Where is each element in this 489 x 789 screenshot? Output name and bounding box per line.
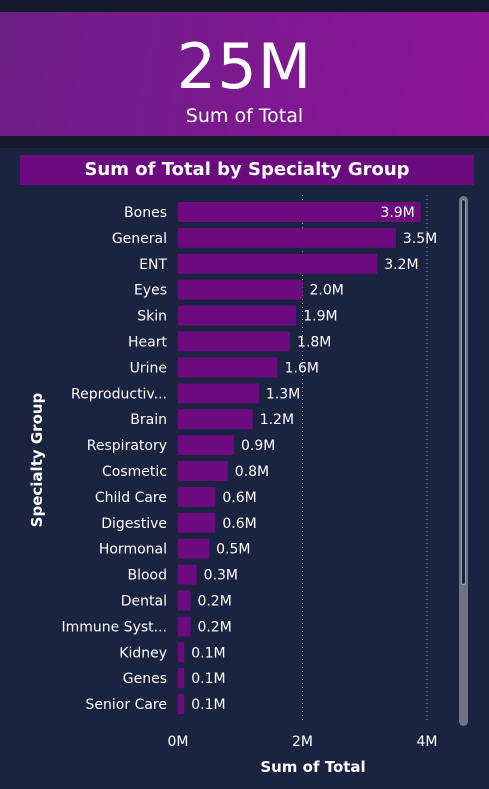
data-label-3: 2.0M	[310, 283, 344, 299]
scrollbar-thumb[interactable]	[461, 199, 466, 585]
category-label-18: Genes	[123, 671, 167, 687]
bar-6	[178, 357, 278, 377]
data-label-12: 0.6M	[222, 516, 256, 532]
category-label-16: Immune Syst...	[61, 619, 167, 635]
category-label-15: Dental	[121, 594, 167, 610]
category-label-6: Urine	[130, 360, 167, 376]
bar-7	[178, 383, 259, 403]
data-label-5: 1.8M	[297, 335, 331, 351]
category-label-17: Kidney	[119, 645, 167, 661]
data-label-6: 1.6M	[285, 360, 319, 376]
data-label-1: 3.5M	[403, 231, 437, 247]
category-label-11: Child Care	[95, 490, 167, 506]
data-label-10: 0.8M	[235, 464, 269, 480]
bar-14	[178, 565, 197, 585]
data-label-4: 1.9M	[303, 309, 337, 325]
bar-3	[178, 280, 303, 300]
x-tick-label-1: 2M	[292, 734, 313, 750]
y-axis-title: Specialty Group	[28, 392, 46, 527]
category-label-7: Reproductiv...	[71, 386, 167, 402]
bar-9	[178, 435, 234, 455]
data-label-17: 0.1M	[191, 645, 225, 661]
bar-13	[178, 539, 209, 559]
category-label-9: Respiratory	[87, 438, 167, 454]
x-tick-label-2: 4M	[417, 734, 438, 750]
category-label-13: Hormonal	[99, 542, 167, 558]
data-label-13: 0.5M	[216, 542, 250, 558]
category-label-8: Brain	[130, 412, 167, 428]
x-axis-title: Sum of Total	[260, 758, 365, 776]
data-label-19: 0.1M	[191, 697, 225, 713]
data-label-16: 0.2M	[197, 619, 231, 635]
bar-17	[178, 642, 184, 662]
bar-5	[178, 332, 290, 352]
category-label-4: Skin	[137, 309, 167, 325]
category-label-3: Eyes	[134, 283, 167, 299]
data-label-15: 0.2M	[197, 594, 231, 610]
data-label-18: 0.1M	[191, 671, 225, 687]
data-label-9: 0.9M	[241, 438, 275, 454]
bar-18	[178, 668, 184, 688]
bar-4	[178, 306, 296, 326]
bar-2	[178, 254, 377, 274]
bar-10	[178, 461, 228, 481]
category-label-1: General	[112, 231, 167, 247]
category-label-19: Senior Care	[86, 697, 167, 713]
data-label-0: 3.9M	[380, 205, 414, 221]
bar-12	[178, 513, 215, 533]
category-label-14: Blood	[127, 568, 167, 584]
category-label-0: Bones	[124, 205, 167, 221]
data-label-2: 3.2M	[384, 257, 418, 273]
bar-15	[178, 591, 190, 611]
category-label-10: Cosmetic	[102, 464, 167, 480]
category-label-5: Heart	[128, 335, 167, 351]
category-label-2: ENT	[139, 257, 167, 273]
category-label-12: Digestive	[101, 516, 167, 532]
bar-11	[178, 487, 215, 507]
data-label-11: 0.6M	[222, 490, 256, 506]
bar-1	[178, 228, 396, 248]
bar-19	[178, 694, 184, 714]
bar-8	[178, 409, 253, 429]
data-label-14: 0.3M	[204, 568, 238, 584]
x-tick-label-0: 0M	[168, 734, 189, 750]
data-label-8: 1.2M	[260, 412, 294, 428]
bar-16	[178, 616, 190, 636]
data-label-7: 1.3M	[266, 386, 300, 402]
